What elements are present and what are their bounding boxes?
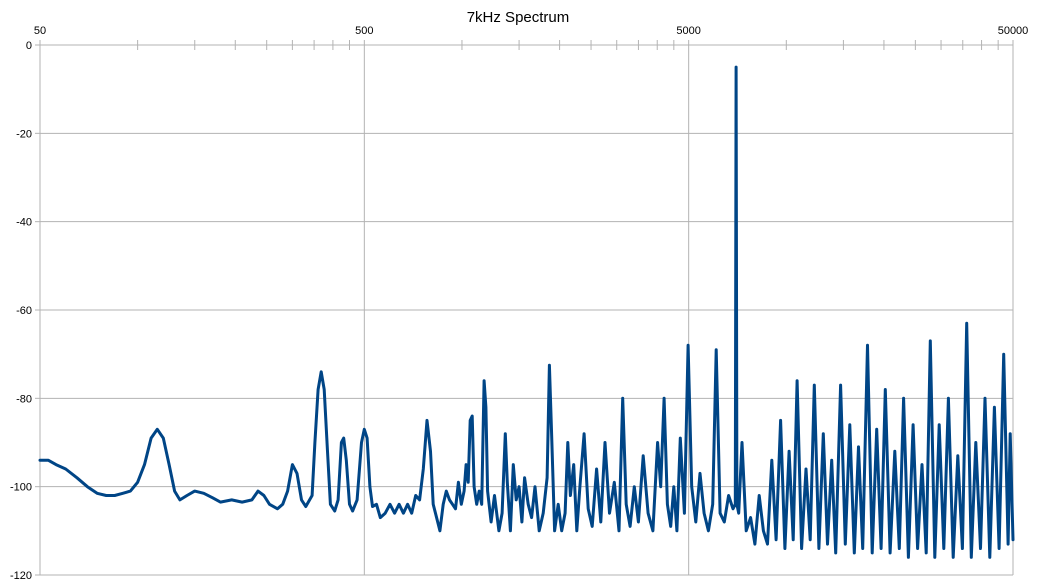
- y-tick-label: -100: [10, 482, 32, 494]
- x-tick-label: 5000: [676, 25, 700, 37]
- y-tick-label: -60: [16, 305, 32, 317]
- x-tick-label: 50000: [998, 25, 1029, 37]
- y-tick-label: 0: [26, 40, 32, 52]
- chart-title: 7kHz Spectrum: [467, 9, 570, 26]
- series-layer: [38, 65, 1015, 559]
- y-tick-label: -40: [16, 217, 32, 229]
- axes: [35, 40, 1013, 576]
- y-tick-labels: 0 -20 -40 -60 -80 -100 -120: [10, 40, 32, 582]
- y-tick-label: -20: [16, 128, 32, 140]
- x-tick-labels: 50 500 5000 50000: [34, 25, 1028, 37]
- x-tick-label: 50: [34, 25, 46, 37]
- spectrum-series-line: [38, 65, 1015, 559]
- x-tick-label: 500: [355, 25, 373, 37]
- y-tick-label: -80: [16, 393, 32, 405]
- y-tick-label: -120: [10, 570, 32, 582]
